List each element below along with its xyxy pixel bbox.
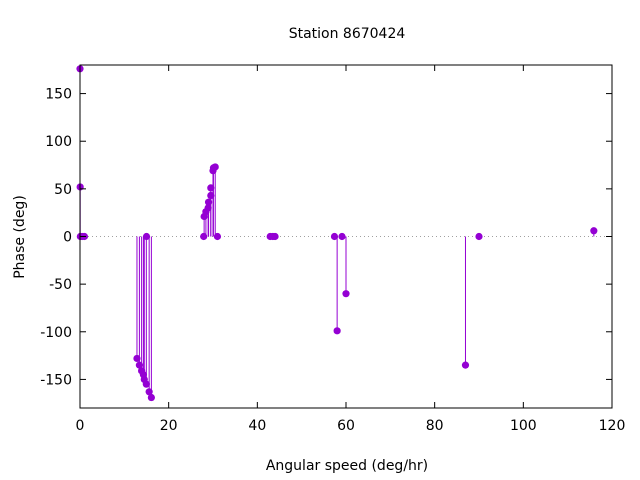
data-point (133, 354, 141, 363)
chart-title: Station 8670424 (289, 26, 406, 42)
data-point (211, 163, 219, 171)
x-tick-label: 20 (160, 418, 178, 434)
y-tick-label: -100 (40, 325, 72, 341)
y-tick-label: -50 (49, 277, 72, 293)
data-point (145, 388, 153, 396)
x-tick-label: 120 (599, 418, 626, 434)
y-tick-label: 0 (63, 230, 72, 246)
data-point (142, 232, 151, 241)
data-point (204, 198, 213, 206)
y-tick-label: -150 (40, 372, 72, 388)
data-point (333, 327, 341, 335)
data-point (142, 380, 150, 388)
y-axis-label: Phase (deg) (12, 195, 28, 279)
data-point (475, 232, 483, 241)
data-point (590, 227, 598, 235)
x-ticks: 0 20 40 60 80 100 120 (76, 65, 626, 434)
x-tick-label: 60 (337, 418, 355, 434)
y-tick-label: 100 (45, 134, 72, 150)
data-point (207, 191, 215, 200)
x-tick-label: 80 (426, 418, 444, 434)
data-point (342, 290, 350, 298)
data-point (330, 232, 339, 241)
data-point (147, 393, 155, 402)
data-point (207, 184, 215, 192)
y-ticks: -150 -100 -50 0 50 100 150 (40, 87, 612, 388)
x-axis-label: Angular speed (deg/hr) (266, 458, 428, 474)
impulse-layer (79, 68, 595, 398)
data-point (461, 361, 470, 369)
data-point (135, 361, 144, 369)
y-tick-label: 50 (54, 182, 72, 198)
x-tick-label: 0 (76, 418, 85, 434)
point-layer (76, 65, 598, 402)
x-tick-label: 100 (510, 418, 537, 434)
data-point (204, 204, 212, 212)
data-point (271, 232, 279, 241)
x-tick-label: 40 (248, 418, 266, 434)
data-point (200, 232, 208, 241)
y-tick-label: 150 (45, 87, 72, 103)
data-point (213, 232, 222, 241)
data-point (338, 232, 346, 241)
